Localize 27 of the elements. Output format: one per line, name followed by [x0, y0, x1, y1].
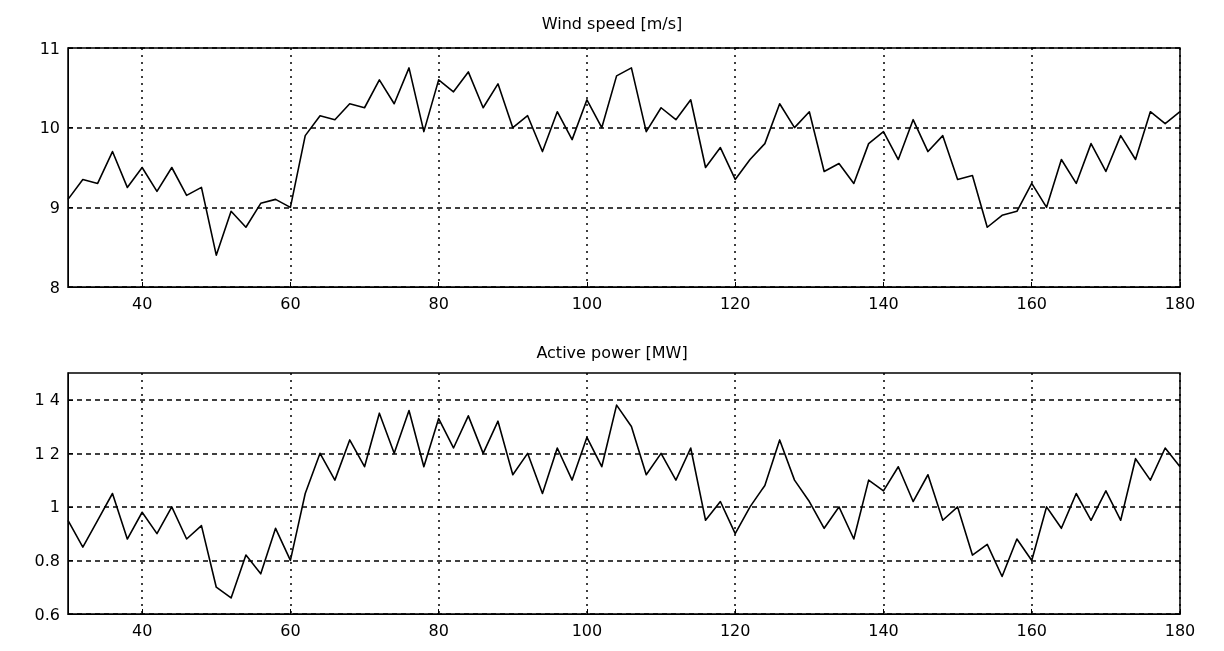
x-tick-label: 100	[571, 293, 603, 313]
y-tick-label: 8	[49, 277, 60, 297]
x-tick-label: 180	[1164, 293, 1196, 313]
x-tick-label: 60	[280, 620, 301, 640]
x-tick-label: 80	[428, 293, 449, 313]
y-tick-label: 1 2	[34, 443, 60, 463]
y-tick-label: 10	[39, 118, 60, 138]
y-tick-label: 11	[39, 38, 60, 58]
y-tick-label: 9	[49, 197, 60, 217]
x-tick-label: 120	[719, 620, 751, 640]
x-tick-label: 140	[868, 620, 899, 640]
x-tick-label: 40	[131, 293, 153, 313]
chart-title: Wind speed [m/s]	[541, 13, 683, 33]
x-tick-label: 80	[428, 620, 449, 640]
y-tick-label: 1	[49, 497, 60, 517]
x-tick-label: 100	[571, 620, 603, 640]
x-tick-label: 120	[719, 293, 751, 313]
y-tick-label: 1 4	[34, 390, 60, 410]
x-tick-label: 140	[868, 293, 899, 313]
x-tick-label: 40	[131, 620, 153, 640]
chart-title: Active power [MW]	[536, 342, 688, 362]
x-tick-label: 160	[1016, 620, 1048, 640]
y-tick-label: 0.8	[34, 550, 60, 570]
x-tick-label: 60	[280, 293, 301, 313]
x-tick-label: 160	[1016, 293, 1048, 313]
y-tick-label: 0.6	[34, 604, 60, 624]
x-tick-label: 180	[1164, 620, 1196, 640]
